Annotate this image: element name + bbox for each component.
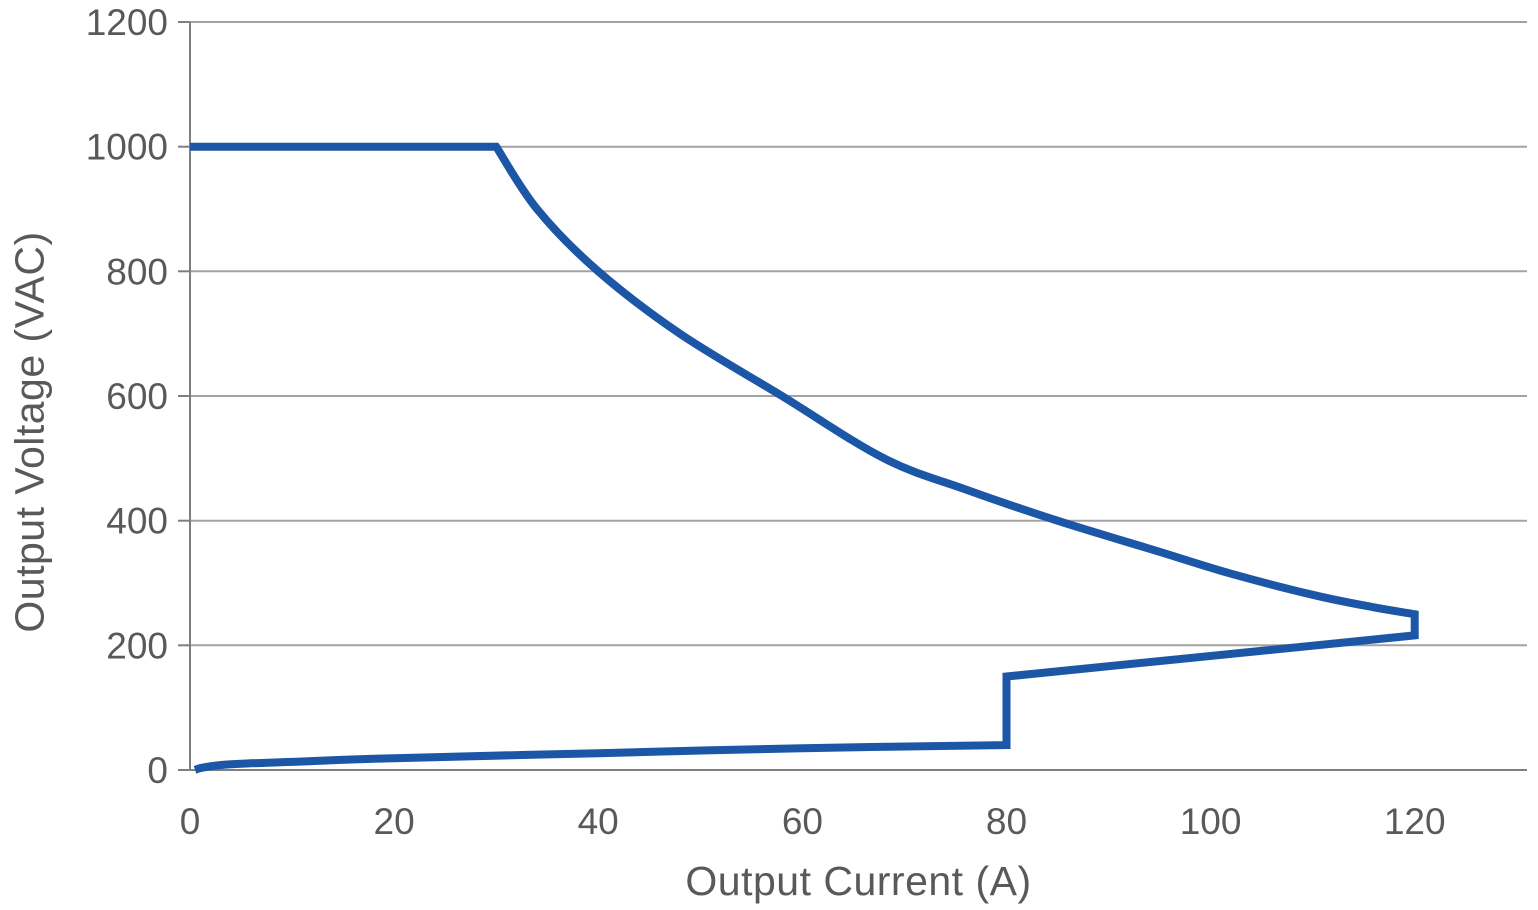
y-tick-label-600: 600 — [106, 376, 168, 417]
y-tick-label-200: 200 — [106, 625, 168, 666]
y-tick-label-400: 400 — [106, 501, 168, 542]
x-axis-title: Output Current (A) — [685, 858, 1032, 904]
y-tick-label-1000: 1000 — [86, 127, 168, 168]
y-axis-title: Output Voltage (VAC) — [6, 231, 53, 633]
y-tick-label-1200: 1200 — [86, 2, 168, 43]
x-tick-label-80: 80 — [986, 801, 1027, 842]
y-tick-label-0: 0 — [147, 750, 168, 791]
x-tick-label-20: 20 — [374, 801, 415, 842]
series-curve-output-voltage-vs-current-envelope — [190, 142, 1419, 774]
x-tick-label-40: 40 — [578, 801, 619, 842]
x-tick-label-0: 0 — [180, 801, 201, 842]
x-tick-label-100: 100 — [1180, 801, 1242, 842]
x-tick-label-120: 120 — [1384, 801, 1446, 842]
y-tick-label-800: 800 — [106, 251, 168, 292]
x-tick-label-60: 60 — [782, 801, 823, 842]
